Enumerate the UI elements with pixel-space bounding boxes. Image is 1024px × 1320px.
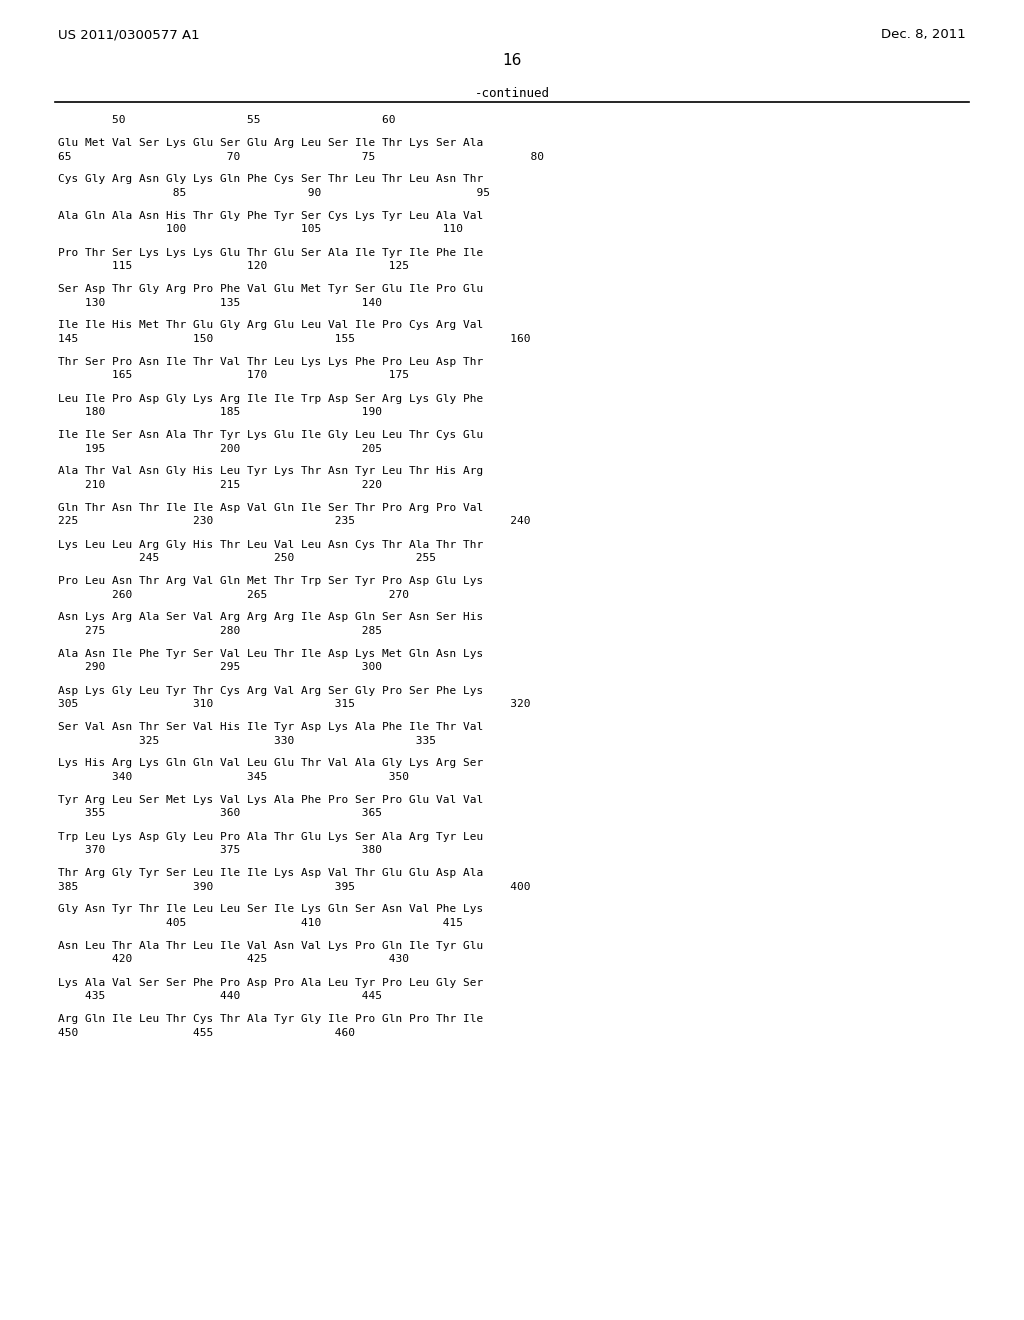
Text: 435                 440                  445: 435 440 445 [58,991,382,1001]
Text: 85                  90                       95: 85 90 95 [58,187,490,198]
Text: Tyr Arg Leu Ser Met Lys Val Lys Ala Phe Pro Ser Pro Glu Val Val: Tyr Arg Leu Ser Met Lys Val Lys Ala Phe … [58,795,483,805]
Text: Ala Thr Val Asn Gly His Leu Tyr Lys Thr Asn Tyr Leu Thr His Arg: Ala Thr Val Asn Gly His Leu Tyr Lys Thr … [58,466,483,477]
Text: Ala Asn Ile Phe Tyr Ser Val Leu Thr Ile Asp Lys Met Gln Asn Lys: Ala Asn Ile Phe Tyr Ser Val Leu Thr Ile … [58,649,483,659]
Text: Arg Gln Ile Leu Thr Cys Thr Ala Tyr Gly Ile Pro Gln Pro Thr Ile: Arg Gln Ile Leu Thr Cys Thr Ala Tyr Gly … [58,1014,483,1024]
Text: Asn Lys Arg Ala Ser Val Arg Arg Arg Ile Asp Gln Ser Asn Ser His: Asn Lys Arg Ala Ser Val Arg Arg Arg Ile … [58,612,483,623]
Text: 100                 105                  110: 100 105 110 [58,224,463,235]
Text: 305                 310                  315                       320: 305 310 315 320 [58,700,530,709]
Text: 370                 375                  380: 370 375 380 [58,845,382,855]
Text: Leu Ile Pro Asp Gly Lys Arg Ile Ile Trp Asp Ser Arg Lys Gly Phe: Leu Ile Pro Asp Gly Lys Arg Ile Ile Trp … [58,393,483,404]
Text: 165                 170                  175: 165 170 175 [58,371,409,380]
Text: Lys Ala Val Ser Ser Phe Pro Asp Pro Ala Leu Tyr Pro Leu Gly Ser: Lys Ala Val Ser Ser Phe Pro Asp Pro Ala … [58,978,483,987]
Text: Asn Leu Thr Ala Thr Leu Ile Val Asn Val Lys Pro Gln Ile Tyr Glu: Asn Leu Thr Ala Thr Leu Ile Val Asn Val … [58,941,483,950]
Text: 420                 425                  430: 420 425 430 [58,954,409,965]
Text: Cys Gly Arg Asn Gly Lys Gln Phe Cys Ser Thr Leu Thr Leu Asn Thr: Cys Gly Arg Asn Gly Lys Gln Phe Cys Ser … [58,174,483,185]
Text: 180                 185                  190: 180 185 190 [58,407,382,417]
Text: Ala Gln Ala Asn His Thr Gly Phe Tyr Ser Cys Lys Tyr Leu Ala Val: Ala Gln Ala Asn His Thr Gly Phe Tyr Ser … [58,211,483,220]
Text: Thr Ser Pro Asn Ile Thr Val Thr Leu Lys Lys Phe Pro Leu Asp Thr: Thr Ser Pro Asn Ile Thr Val Thr Leu Lys … [58,356,483,367]
Text: 145                 150                  155                       160: 145 150 155 160 [58,334,530,345]
Text: -continued: -continued [474,87,550,100]
Text: Lys His Arg Lys Gln Gln Val Leu Glu Thr Val Ala Gly Lys Arg Ser: Lys His Arg Lys Gln Gln Val Leu Glu Thr … [58,759,483,768]
Text: Gly Asn Tyr Thr Ile Leu Leu Ser Ile Lys Gln Ser Asn Val Phe Lys: Gly Asn Tyr Thr Ile Leu Leu Ser Ile Lys … [58,904,483,915]
Text: 405                 410                  415: 405 410 415 [58,917,463,928]
Text: Ser Val Asn Thr Ser Val His Ile Tyr Asp Lys Ala Phe Ile Thr Val: Ser Val Asn Thr Ser Val His Ile Tyr Asp … [58,722,483,733]
Text: Glu Met Val Ser Lys Glu Ser Glu Arg Leu Ser Ile Thr Lys Ser Ala: Glu Met Val Ser Lys Glu Ser Glu Arg Leu … [58,139,483,148]
Text: Pro Leu Asn Thr Arg Val Gln Met Thr Trp Ser Tyr Pro Asp Glu Lys: Pro Leu Asn Thr Arg Val Gln Met Thr Trp … [58,576,483,586]
Text: 50                  55                  60: 50 55 60 [58,115,395,125]
Text: 245                 250                  255: 245 250 255 [58,553,436,564]
Text: 325                 330                  335: 325 330 335 [58,735,436,746]
Text: Gln Thr Asn Thr Ile Ile Asp Val Gln Ile Ser Thr Pro Arg Pro Val: Gln Thr Asn Thr Ile Ile Asp Val Gln Ile … [58,503,483,513]
Text: 115                 120                  125: 115 120 125 [58,261,409,271]
Text: Asp Lys Gly Leu Tyr Thr Cys Arg Val Arg Ser Gly Pro Ser Phe Lys: Asp Lys Gly Leu Tyr Thr Cys Arg Val Arg … [58,685,483,696]
Text: Ile Ile Ser Asn Ala Thr Tyr Lys Glu Ile Gly Leu Leu Thr Cys Glu: Ile Ile Ser Asn Ala Thr Tyr Lys Glu Ile … [58,430,483,440]
Text: 355                 360                  365: 355 360 365 [58,808,382,818]
Text: Thr Arg Gly Tyr Ser Leu Ile Ile Lys Asp Val Thr Glu Glu Asp Ala: Thr Arg Gly Tyr Ser Leu Ile Ile Lys Asp … [58,869,483,878]
Text: Dec. 8, 2011: Dec. 8, 2011 [882,28,966,41]
Text: Ser Asp Thr Gly Arg Pro Phe Val Glu Met Tyr Ser Glu Ile Pro Glu: Ser Asp Thr Gly Arg Pro Phe Val Glu Met … [58,284,483,294]
Text: 65                       70                  75                       80: 65 70 75 80 [58,152,544,161]
Text: Lys Leu Leu Arg Gly His Thr Leu Val Leu Asn Cys Thr Ala Thr Thr: Lys Leu Leu Arg Gly His Thr Leu Val Leu … [58,540,483,549]
Text: 210                 215                  220: 210 215 220 [58,480,382,490]
Text: 16: 16 [503,53,521,69]
Text: 290                 295                  300: 290 295 300 [58,663,382,672]
Text: 385                 390                  395                       400: 385 390 395 400 [58,882,530,891]
Text: Pro Thr Ser Lys Lys Lys Glu Thr Glu Ser Ala Ile Tyr Ile Phe Ile: Pro Thr Ser Lys Lys Lys Glu Thr Glu Ser … [58,248,483,257]
Text: 130                 135                  140: 130 135 140 [58,297,382,308]
Text: 195                 200                  205: 195 200 205 [58,444,382,454]
Text: 275                 280                  285: 275 280 285 [58,626,382,636]
Text: 340                 345                  350: 340 345 350 [58,772,409,781]
Text: Trp Leu Lys Asp Gly Leu Pro Ala Thr Glu Lys Ser Ala Arg Tyr Leu: Trp Leu Lys Asp Gly Leu Pro Ala Thr Glu … [58,832,483,842]
Text: 225                 230                  235                       240: 225 230 235 240 [58,516,530,527]
Text: 450                 455                  460: 450 455 460 [58,1027,355,1038]
Text: US 2011/0300577 A1: US 2011/0300577 A1 [58,28,200,41]
Text: 260                 265                  270: 260 265 270 [58,590,409,599]
Text: Ile Ile His Met Thr Glu Gly Arg Glu Leu Val Ile Pro Cys Arg Val: Ile Ile His Met Thr Glu Gly Arg Glu Leu … [58,321,483,330]
